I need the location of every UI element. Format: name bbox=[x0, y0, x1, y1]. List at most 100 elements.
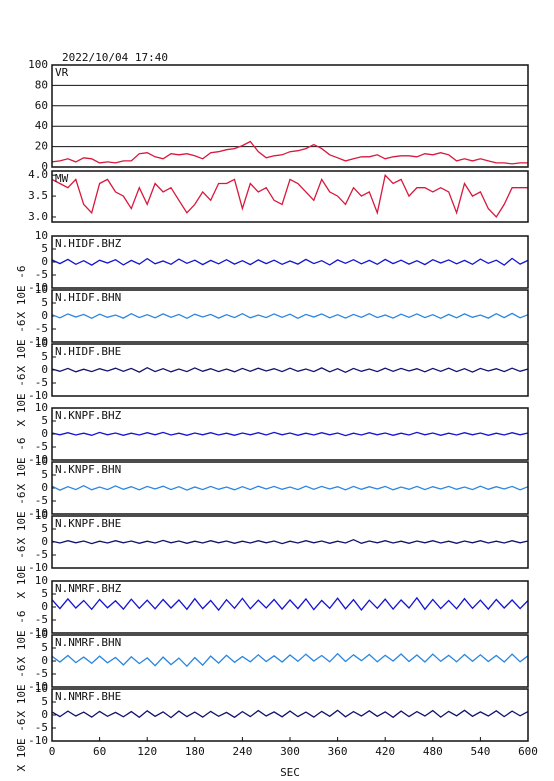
trace bbox=[51, 431, 529, 437]
x-tick-label: 600 bbox=[518, 745, 538, 758]
x-tick-label: 360 bbox=[328, 745, 348, 758]
y-tick-label: 3.5 bbox=[28, 189, 48, 202]
y-tick-label: -10 bbox=[28, 680, 48, 693]
y-tick-label: 10 bbox=[35, 455, 48, 468]
x-tick-label: 480 bbox=[423, 745, 443, 758]
y-tick-label: 5 bbox=[41, 468, 48, 481]
y-tick-label: 0 bbox=[41, 160, 48, 173]
chart-title: 2022/10/04 17:40 bbox=[62, 51, 168, 64]
x-tick-label: 300 bbox=[280, 745, 300, 758]
y-axis-label: X 10E -6 bbox=[15, 719, 28, 772]
y-tick-label: 80 bbox=[35, 78, 48, 91]
y-tick-label: 5 bbox=[41, 587, 48, 600]
panel-label: N.HIDF.BHE bbox=[55, 345, 121, 358]
panel-label: N.KNPF.BHN bbox=[55, 463, 121, 476]
panel-label: VR bbox=[55, 66, 69, 79]
trace bbox=[51, 366, 529, 374]
y-tick-label: 0 bbox=[41, 255, 48, 268]
y-tick-label: -5 bbox=[35, 494, 48, 507]
y-tick-label: -5 bbox=[35, 721, 48, 734]
y-tick-label: 10 bbox=[35, 337, 48, 350]
trace bbox=[51, 257, 529, 266]
y-tick-label: 10 bbox=[35, 628, 48, 641]
y-tick-label: 5 bbox=[41, 522, 48, 535]
trace bbox=[51, 484, 529, 491]
y-tick-label: 0 bbox=[41, 309, 48, 322]
y-axis-label: X 10E -6 bbox=[15, 320, 28, 373]
panel-label: N.KNPF.BHZ bbox=[55, 409, 122, 422]
y-tick-label: 5 bbox=[41, 296, 48, 309]
y-tick-label: 0 bbox=[41, 708, 48, 721]
x-tick-label: 420 bbox=[375, 745, 395, 758]
y-tick-label: 10 bbox=[35, 229, 48, 242]
panel-label: MW bbox=[55, 172, 69, 185]
y-tick-label: -5 bbox=[35, 322, 48, 335]
y-tick-label: -10 bbox=[28, 453, 48, 466]
x-tick-label: 120 bbox=[137, 745, 157, 758]
y-tick-label: -10 bbox=[28, 626, 48, 639]
plot-frame bbox=[51, 235, 529, 289]
y-tick-label: 5 bbox=[41, 414, 48, 427]
trace bbox=[51, 596, 529, 612]
plot-frame bbox=[51, 64, 529, 168]
x-tick-label: 540 bbox=[470, 745, 490, 758]
trace bbox=[51, 312, 529, 320]
trace bbox=[51, 538, 529, 545]
y-tick-label: -5 bbox=[35, 613, 48, 626]
y-tick-label: -10 bbox=[28, 281, 48, 294]
plot-frame bbox=[51, 688, 529, 742]
x-axis-label: SEC bbox=[280, 766, 300, 779]
plot-frame bbox=[51, 634, 529, 688]
y-tick-label: -10 bbox=[28, 389, 48, 402]
y-tick-label: -10 bbox=[28, 507, 48, 520]
y-tick-label: 10 bbox=[35, 682, 48, 695]
y-axis-label: X 10E -6 bbox=[15, 546, 28, 599]
y-axis-label: X 10E -6 bbox=[15, 665, 28, 718]
y-tick-label: 5 bbox=[41, 641, 48, 654]
plot-frame bbox=[51, 289, 529, 343]
trace bbox=[51, 709, 529, 719]
y-tick-label: -10 bbox=[28, 734, 48, 747]
x-tick-label: 0 bbox=[49, 745, 56, 758]
y-tick-label: 20 bbox=[35, 140, 48, 153]
panel-label: N.NMRF.BHN bbox=[55, 636, 121, 649]
plot-frame bbox=[51, 515, 529, 569]
panel-label: N.NMRF.BHZ bbox=[55, 582, 122, 595]
trace bbox=[51, 173, 528, 219]
y-tick-label: 0 bbox=[41, 427, 48, 440]
y-tick-label: -10 bbox=[28, 335, 48, 348]
y-tick-label: -5 bbox=[35, 268, 48, 281]
y-tick-label: 0 bbox=[41, 363, 48, 376]
y-tick-label: -5 bbox=[35, 667, 48, 680]
y-tick-label: -10 bbox=[28, 561, 48, 574]
plot-frame bbox=[51, 343, 529, 397]
panel-label: N.KNPF.BHE bbox=[55, 517, 121, 530]
x-tick-label: 180 bbox=[185, 745, 205, 758]
y-axis-label: X 10E -6 bbox=[15, 266, 28, 319]
plot-frame bbox=[51, 407, 529, 461]
y-tick-label: 10 bbox=[35, 283, 48, 296]
panel-label: N.HIDF.BHZ bbox=[55, 237, 122, 250]
trace bbox=[51, 652, 529, 668]
y-tick-label: 60 bbox=[35, 99, 48, 112]
plot-frame bbox=[51, 580, 529, 634]
y-tick-label: 10 bbox=[35, 401, 48, 414]
y-axis-label: X 10E -6 bbox=[15, 374, 28, 427]
y-tick-label: 5 bbox=[41, 695, 48, 708]
plot-frame bbox=[51, 461, 529, 515]
y-tick-label: 10 bbox=[35, 574, 48, 587]
y-tick-label: -5 bbox=[35, 440, 48, 453]
y-tick-label: 5 bbox=[41, 350, 48, 363]
y-tick-label: 10 bbox=[35, 509, 48, 522]
y-axis-label: X 10E -6 bbox=[15, 492, 28, 545]
x-tick-label: 240 bbox=[232, 745, 252, 758]
y-tick-label: 3.0 bbox=[28, 210, 48, 223]
y-tick-label: 0 bbox=[41, 600, 48, 613]
panel-label: N.NMRF.BHE bbox=[55, 690, 121, 703]
y-tick-label: 0 bbox=[41, 481, 48, 494]
y-tick-label: 0 bbox=[41, 654, 48, 667]
x-tick-label: 60 bbox=[93, 745, 106, 758]
y-tick-label: -5 bbox=[35, 548, 48, 561]
trace bbox=[51, 140, 528, 165]
